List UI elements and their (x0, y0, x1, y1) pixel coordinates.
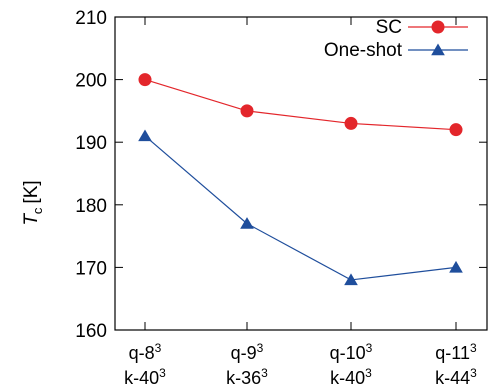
y-tick-label-1: 170 (75, 258, 107, 279)
y-axis-label-main: T (21, 213, 42, 226)
series-one-shot (138, 129, 463, 286)
data-point-0-2 (344, 116, 358, 130)
legend-label-1: One-shot (324, 40, 403, 61)
series-layer (138, 73, 463, 286)
y-tick-label-0: 160 (75, 321, 107, 342)
legend-marker-0 (431, 20, 445, 34)
y-tick-label-3: 190 (75, 133, 107, 154)
legend-marker-1 (431, 43, 445, 56)
legend-label-0: SC (376, 17, 402, 38)
x-tick-label-q-2: q-103 (330, 341, 373, 363)
x-tick-label-k-0: k-403 (124, 366, 166, 388)
data-point-0-1 (240, 104, 254, 118)
series-line-1 (144, 135, 457, 281)
x-tick-label-k-3: k-443 (435, 366, 477, 388)
y-axis-ticks: 160 170 180 190 200 210 (75, 8, 487, 342)
y-axis-label-sub: c (30, 207, 45, 214)
y-tick-label-4: 200 (75, 71, 107, 92)
series-line-0 (144, 79, 457, 131)
x-tick-label-q-0: q-83 (129, 341, 162, 363)
data-point-1-0 (138, 129, 152, 142)
y-tick-label-5: 210 (75, 8, 107, 29)
y-tick-label-2: 180 (75, 196, 107, 217)
data-point-1-1 (240, 217, 254, 229)
series-sc (138, 73, 463, 137)
x-tick-label-k-1: k-363 (226, 366, 268, 388)
x-axis-ticks: q-83 k-403 q-93 k-363 q-103 k-403 q-113 k-443 (124, 17, 477, 388)
y-axis-label: Tc [K] (21, 180, 45, 225)
y-axis-label-unit: [K] (21, 180, 42, 203)
x-tick-label-q-3: q-113 (435, 341, 477, 363)
plot-frame (114, 16, 488, 331)
data-point-1-3 (449, 260, 463, 273)
data-point-1-2 (344, 273, 358, 286)
data-point-0-3 (449, 123, 463, 137)
plot-axes (114, 16, 488, 331)
x-tick-label-q-1: q-93 (231, 341, 264, 363)
data-point-0-0 (138, 73, 152, 87)
x-tick-label-k-2: k-403 (330, 366, 372, 388)
